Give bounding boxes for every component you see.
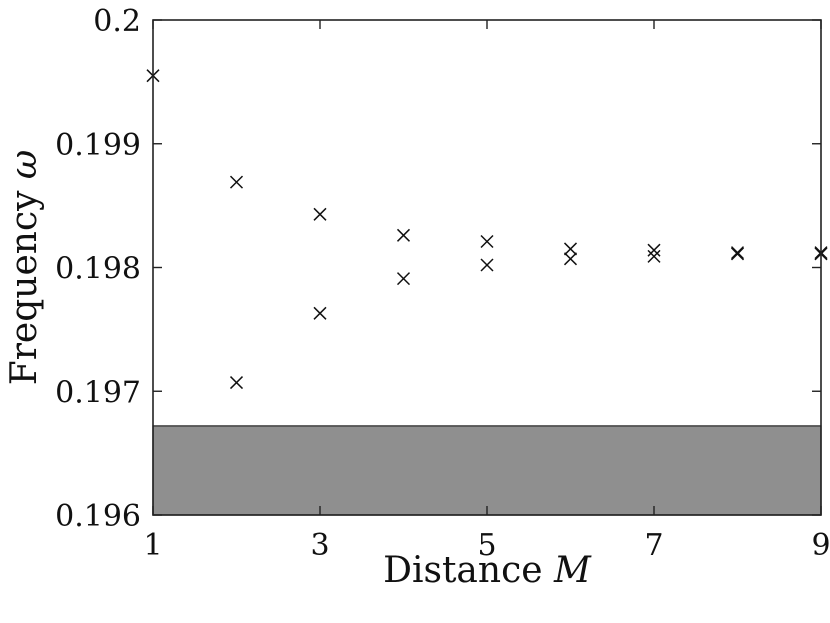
marker-stroke (313, 207, 327, 221)
marker-stroke (229, 175, 244, 189)
data-point-marker (313, 306, 327, 320)
shaded-region (152, 425, 822, 516)
marker-stroke (563, 252, 578, 266)
y-axis-title: Frequency ω (4, 150, 45, 386)
marker-stroke (480, 234, 494, 249)
data-point-marker (229, 376, 244, 390)
marker-stroke (730, 246, 745, 260)
data-point-marker (730, 246, 745, 260)
x-tick-label: 7 (644, 528, 663, 563)
x-tick-label: 9 (811, 528, 830, 563)
data-point-marker (313, 207, 327, 221)
x-tick-label: 5 (477, 528, 496, 563)
x-axis-symbol: M (553, 550, 592, 591)
y-axis-label-text: Frequency (4, 190, 45, 385)
marker-stroke (229, 376, 244, 390)
x-tick-label: 1 (143, 528, 162, 563)
marker-stroke (647, 243, 661, 257)
data-point-marker (229, 175, 244, 189)
marker-stroke (396, 228, 411, 242)
y-axis-symbol: ω (4, 150, 45, 179)
marker-stroke (313, 306, 327, 320)
y-tick-label: 0.199 (55, 128, 141, 163)
marker-stroke (730, 247, 745, 261)
x-tick-label: 3 (310, 528, 329, 563)
data-point-marker (480, 258, 494, 272)
ticks-layer: 1 3 5 7 9 0.196 0.197 0.198 0.199 0.2 (55, 4, 830, 563)
shaded-band-layer (152, 425, 822, 516)
data-point-marker (647, 249, 661, 263)
marker-stroke (396, 272, 411, 286)
y-tick-label: 0.196 (55, 499, 141, 534)
x-axis-title: Distance M (383, 550, 592, 591)
data-point-marker (563, 242, 578, 256)
x-axis-label-text: Distance (383, 550, 542, 591)
y-tick-label: 0.197 (55, 375, 141, 410)
data-point-marker (730, 247, 745, 261)
marker-stroke (480, 258, 494, 272)
data-point-marker (480, 234, 494, 249)
data-point-marker (396, 272, 411, 286)
marker-stroke (647, 249, 661, 263)
marker-stroke (563, 242, 578, 256)
data-point-marker (396, 228, 411, 242)
y-tick-label: 0.2 (93, 4, 141, 39)
markers-layer (146, 69, 828, 390)
y-tick-label: 0.198 (55, 252, 141, 287)
data-point-marker (647, 243, 661, 257)
data-point-marker (563, 252, 578, 266)
